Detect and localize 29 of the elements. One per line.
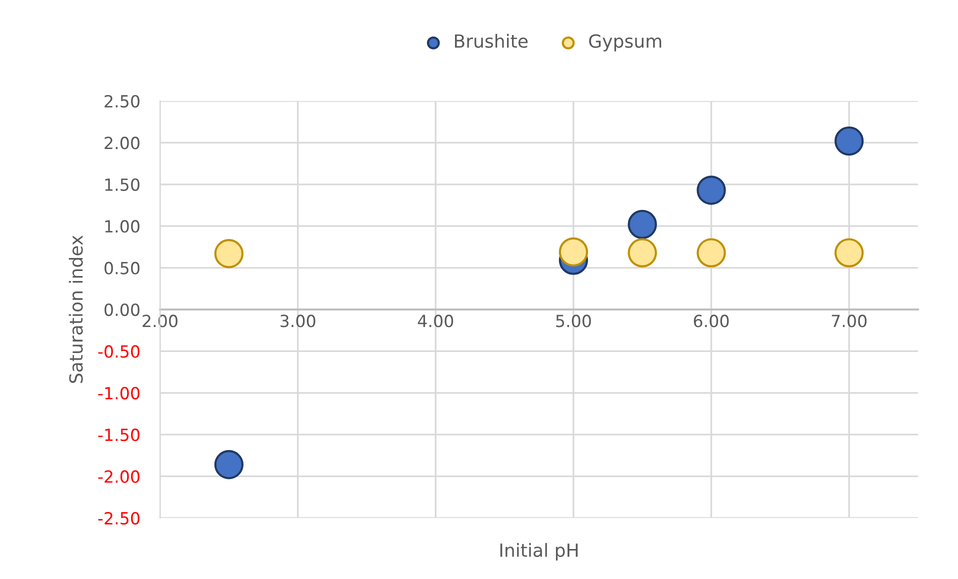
point bbox=[834, 238, 864, 268]
y-tick-label: -1.50 bbox=[98, 428, 140, 442]
x-tick-label: 7.00 bbox=[832, 314, 867, 328]
point bbox=[696, 176, 726, 205]
point bbox=[558, 237, 588, 267]
point bbox=[214, 239, 244, 268]
legend-label: Brushite bbox=[455, 34, 528, 48]
x-tick-label: 3.00 bbox=[280, 314, 316, 328]
point bbox=[834, 126, 864, 156]
y-tick-label: -2.50 bbox=[98, 512, 140, 525]
legend-label: Gypsum bbox=[589, 34, 662, 52]
y-tick-label: 1.50 bbox=[105, 178, 140, 191]
y-axis-title: Saturation index bbox=[68, 235, 83, 383]
y-tick-label: 1.00 bbox=[105, 220, 140, 233]
y-tick-label: 0.00 bbox=[104, 303, 140, 316]
point bbox=[696, 238, 726, 268]
y-tick-label: 2.50 bbox=[104, 94, 140, 108]
x-tick-label: 6.00 bbox=[694, 314, 729, 328]
y-tick-label: -0.50 bbox=[98, 345, 140, 358]
x-axis-title: Initial pH bbox=[500, 543, 578, 560]
x-tick-label: 5.00 bbox=[556, 314, 591, 328]
y-tick-label: -2.00 bbox=[98, 470, 140, 483]
y-tick-label: 0.50 bbox=[104, 262, 140, 274]
y-tick-label: 2.00 bbox=[104, 136, 140, 150]
point bbox=[628, 238, 657, 268]
point bbox=[628, 210, 657, 240]
x-tick-label: 4.00 bbox=[418, 314, 454, 328]
point bbox=[214, 450, 244, 480]
y-tick-label: -1.00 bbox=[98, 386, 140, 400]
